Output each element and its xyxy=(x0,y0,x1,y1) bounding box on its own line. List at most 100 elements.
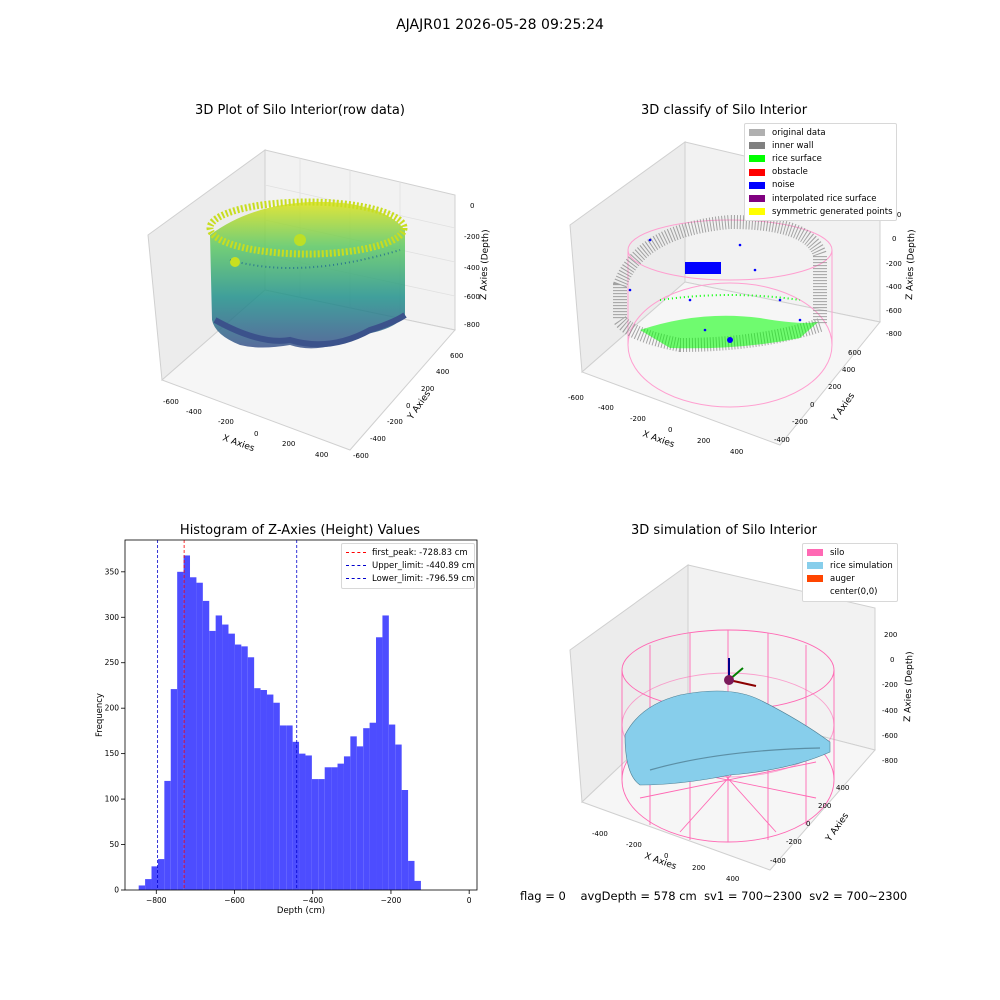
raw-x-ticks: -600 -400 -200 0 200 400 xyxy=(163,398,328,459)
raw-z-ticks: 0 -200 -400 -600 -800 xyxy=(464,202,480,329)
y-tick-label: 250 xyxy=(105,658,120,667)
svg-text:0: 0 xyxy=(470,202,474,210)
histogram-bar xyxy=(363,728,370,890)
legend-auger: auger xyxy=(807,572,893,585)
histogram-bar xyxy=(177,571,184,890)
svg-text:-800: -800 xyxy=(464,321,480,329)
classify-y-label: Y Axies xyxy=(830,391,858,424)
svg-text:-400: -400 xyxy=(886,283,902,291)
status-flag: flag = 0 xyxy=(520,889,566,903)
histogram-bar xyxy=(292,741,300,890)
legend-obstacle: obstacle xyxy=(749,166,892,179)
figure-title: AJAJR01 2026-05-28 09:25:24 xyxy=(396,17,604,33)
svg-text:400: 400 xyxy=(730,448,743,456)
svg-text:-400: -400 xyxy=(770,857,786,865)
raw-x-label: X Axies xyxy=(221,433,256,454)
histogram-bar xyxy=(266,694,274,890)
y-tick-label: 100 xyxy=(105,795,120,804)
histogram-bar xyxy=(151,866,158,890)
histogram-bar xyxy=(228,633,235,890)
svg-text:200: 200 xyxy=(818,802,831,810)
histogram-bar xyxy=(408,860,415,890)
svg-text:0: 0 xyxy=(254,430,258,438)
classify-legend: original data inner wall rice surface ob… xyxy=(744,123,897,222)
classify-z-ticks: 200 0 -200 -400 -600 -800 xyxy=(886,211,902,338)
histogram-bar xyxy=(202,600,210,890)
histogram-bar xyxy=(382,615,389,890)
x-tick-label: 0 xyxy=(467,896,472,905)
histogram-bar xyxy=(273,702,280,890)
raw-panel-title: 3D Plot of Silo Interior(row data) xyxy=(195,103,405,118)
classify-point-cloud xyxy=(613,214,833,408)
histogram-bar xyxy=(337,763,344,890)
histogram-bar xyxy=(215,615,223,890)
x-tick-label: −400 xyxy=(302,896,323,905)
swatch-silo xyxy=(807,549,823,557)
classify-z-label: Z Axies (Depth) xyxy=(905,229,917,300)
classify-y-ticks: 600 400 200 0 -200 -400 xyxy=(774,349,861,444)
svg-text:-400: -400 xyxy=(370,435,386,443)
histogram-bar xyxy=(343,756,351,890)
histogram-bar xyxy=(222,624,229,890)
histogram-bar xyxy=(388,724,396,890)
x-tick-label: −200 xyxy=(381,896,402,905)
simulation-y-ticks: 400 200 0 -200 -400 xyxy=(770,784,849,865)
histogram-bar xyxy=(209,630,216,890)
svg-text:-600: -600 xyxy=(886,307,902,315)
svg-text:-400: -400 xyxy=(464,264,480,272)
svg-text:200: 200 xyxy=(828,383,841,391)
swatch-lower-limit xyxy=(346,578,366,580)
histogram-bar xyxy=(183,555,191,890)
svg-text:600: 600 xyxy=(848,349,861,357)
svg-text:200: 200 xyxy=(282,440,295,448)
svg-text:400: 400 xyxy=(315,451,328,459)
svg-text:0: 0 xyxy=(890,656,894,664)
histogram-frame xyxy=(124,539,478,891)
svg-text:-200: -200 xyxy=(626,841,642,849)
svg-text:400: 400 xyxy=(836,784,849,792)
raw-3d-plot: -600 -400 -200 0 200 400 600 400 200 0 -… xyxy=(147,149,491,460)
histogram-chart: −800 −600 −400 −200 0 0 50 100 150 200 250 300 350 De… xyxy=(95,539,478,916)
status-line: flag = 0 avgDepth = 578 cm sv1 = 700~230… xyxy=(520,889,907,903)
svg-text:400: 400 xyxy=(842,366,855,374)
classify-floor-pane xyxy=(581,281,881,446)
svg-text:-200: -200 xyxy=(792,418,808,426)
simulation-legend: silo rice simulation auger center(0,0) xyxy=(802,543,898,602)
histogram-bar xyxy=(318,779,325,890)
histogram-bar xyxy=(164,780,171,890)
legend-inner-wall: inner wall xyxy=(749,139,892,152)
status-avg-depth: avgDepth = 578 cm xyxy=(580,889,697,903)
swatch-interpolated xyxy=(749,195,765,203)
svg-text:0: 0 xyxy=(806,820,810,828)
histogram-bar xyxy=(279,725,287,890)
svg-text:0: 0 xyxy=(406,402,410,410)
svg-text:-400: -400 xyxy=(592,830,608,838)
raw-z-label: Z Axies (Depth) xyxy=(479,229,491,300)
legend-symmetric: symmetric generated points xyxy=(749,205,893,218)
svg-text:-200: -200 xyxy=(218,418,234,426)
histogram-bar xyxy=(170,689,178,890)
swatch-auger xyxy=(807,575,823,583)
svg-text:-800: -800 xyxy=(882,757,898,765)
histogram-bar xyxy=(157,859,165,890)
svg-text:400: 400 xyxy=(436,368,449,376)
swatch-noise xyxy=(749,181,765,189)
svg-text:200: 200 xyxy=(884,631,897,639)
simulation-y-label: Y Axies xyxy=(824,811,852,844)
classify-x-ticks: -600 -400 -200 0 200 400 xyxy=(568,394,743,456)
histogram-bar xyxy=(286,725,293,890)
legend-interpolated: interpolated rice surface xyxy=(749,192,892,205)
swatch-first-peak xyxy=(346,552,366,554)
svg-text:-600: -600 xyxy=(464,293,480,301)
svg-text:0: 0 xyxy=(892,235,896,243)
svg-text:-200: -200 xyxy=(786,838,802,846)
y-axis-label: Frequency xyxy=(95,693,105,737)
svg-text:-400: -400 xyxy=(598,404,614,412)
y-tick-label: 0 xyxy=(114,886,119,895)
svg-text:-800: -800 xyxy=(886,330,902,338)
histogram-legend: first_peak: -728.83 cm Upper_limit: -440… xyxy=(341,543,475,589)
legend-rice-simulation: rice simulation xyxy=(807,559,893,572)
svg-text:-200: -200 xyxy=(464,233,480,241)
simulation-z-ticks: 200 0 -200 -400 -600 -800 xyxy=(882,631,898,765)
svg-text:-600: -600 xyxy=(568,394,584,402)
